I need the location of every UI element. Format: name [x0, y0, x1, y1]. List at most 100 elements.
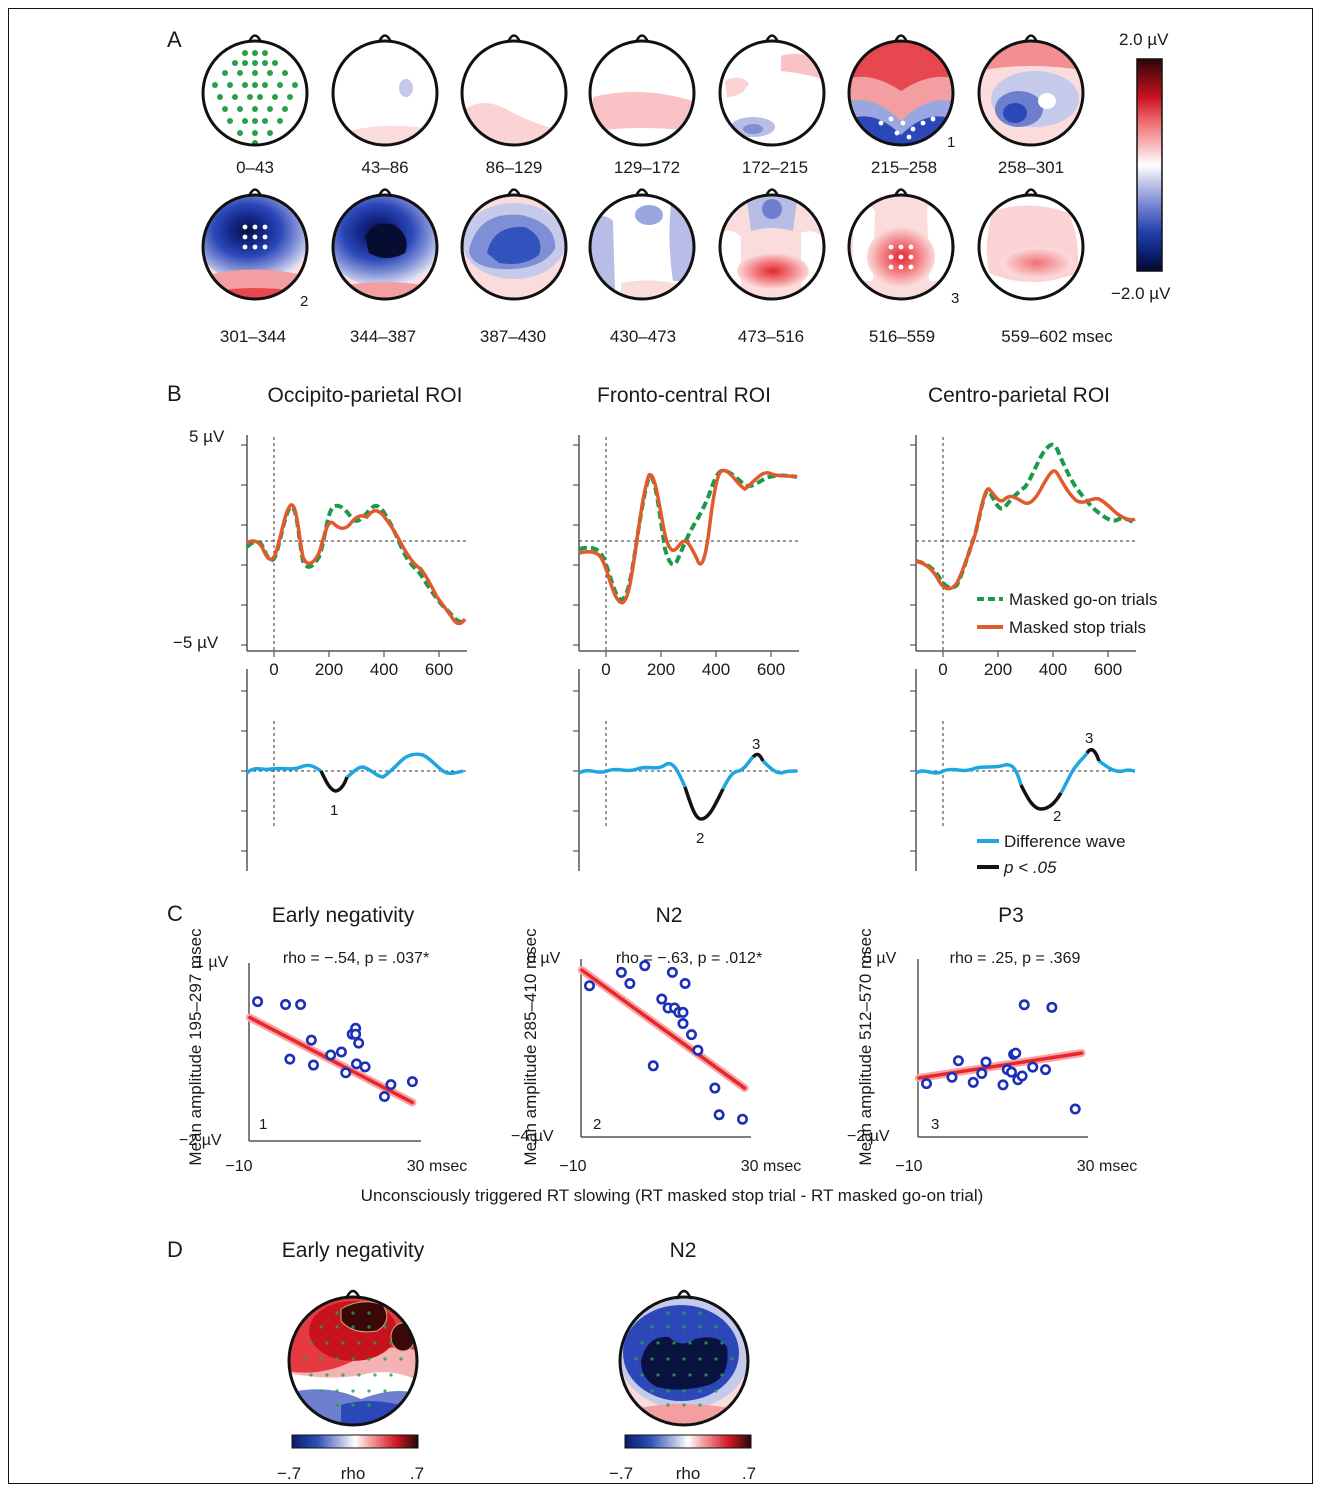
significant-segment-1 — [321, 771, 347, 791]
scatter-point-6 — [337, 1048, 345, 1056]
scatter-point-9 — [1012, 1049, 1020, 1057]
topomap-marker-3: 3 — [951, 290, 959, 307]
time-label-516-559: 516–559 — [869, 327, 935, 346]
significant-segment-2 — [685, 787, 723, 819]
topomap-559-602 — [977, 190, 1087, 304]
panel-a-label: A — [167, 27, 182, 52]
diff-marker-3: 3 — [752, 736, 760, 753]
significant-segment-2 — [1021, 785, 1061, 809]
scatter-ytop: 1 µV — [195, 954, 229, 971]
colorbar-bottom-label: −2.0 µV — [1111, 284, 1171, 303]
scatter-point-3 — [286, 1055, 294, 1063]
difference-wave — [579, 757, 797, 789]
rho-label: rho — [676, 1464, 701, 1483]
scatter-common-xlabel: Unconsciously triggered RT slowing (RT m… — [361, 1186, 984, 1205]
scatter-point-13 — [1029, 1063, 1037, 1071]
erp3-xtick-200: 200 — [984, 660, 1012, 679]
panel-b-label: B — [167, 381, 182, 406]
diff-marker-2: 2 — [696, 830, 704, 847]
scatter-panel-number: 2 — [593, 1116, 601, 1133]
erp-plot-fronto-central — [573, 435, 799, 657]
scatter-point-14 — [711, 1084, 719, 1092]
difference-wave — [916, 753, 1135, 793]
scatter-xright: 30 msec — [741, 1158, 801, 1175]
erp-plot-occipito-parietal — [241, 435, 467, 657]
scatter-point-5 — [658, 995, 666, 1003]
y-label-5uv: 5 µV — [189, 427, 225, 446]
roi-title-centro-parietal: Centro-parietal ROI — [928, 384, 1110, 407]
scatter-point-11 — [1018, 1072, 1026, 1080]
erp1-xtick-400: 400 — [370, 660, 398, 679]
rho-min-label: −.7 — [277, 1464, 301, 1483]
scatter-xright: 30 msec — [1077, 1158, 1137, 1175]
scatter-point-7 — [1007, 1068, 1015, 1076]
topomap-387-430 — [460, 190, 570, 304]
scatter-stat: rho = −.63, p = .012* — [616, 950, 762, 967]
diff-marker-1: 1 — [330, 802, 338, 819]
scatter-point-11 — [352, 1060, 360, 1068]
topomap-516-559: 3 — [847, 190, 959, 308]
regression-line — [582, 970, 745, 1088]
erp2-xtick-0: 0 — [601, 660, 610, 679]
scatter-early-negativity: Early negativity rho = −.54, p = .037* M… — [179, 904, 467, 1175]
colorbar-voltage: 2.0 µV −2.0 µV — [1111, 30, 1171, 303]
erp2-xtick-200: 200 — [647, 660, 675, 679]
erp2-xtick-400: 400 — [702, 660, 730, 679]
legend-erp: Masked go-on trials Masked stop trials — [977, 590, 1157, 637]
erp3-xtick-0: 0 — [938, 660, 947, 679]
scatter-title: N2 — [656, 904, 683, 927]
time-label-86-129: 86–129 — [486, 158, 543, 177]
scatter-point-15 — [387, 1080, 395, 1088]
scatter-n2: N2 rho = −.63, p = .012* Mean amplitude … — [511, 904, 801, 1175]
scatter-point-16 — [408, 1077, 416, 1085]
scatter-point-11 — [681, 979, 689, 987]
scatter-title: P3 — [998, 904, 1024, 927]
scatter-point-5 — [327, 1051, 335, 1059]
scatter-point-0 — [585, 982, 593, 990]
scatter-stat: rho = .25, p = .369 — [950, 950, 1081, 967]
topomap-0-43 — [201, 36, 311, 150]
scatter-point-17 — [309, 1061, 317, 1069]
scatter-point-5 — [999, 1081, 1007, 1089]
rho-label: rho — [341, 1464, 366, 1483]
scatter-point-7 — [342, 1069, 350, 1077]
time-label-301-344: 301–344 — [220, 327, 286, 346]
topomap-172-215 — [718, 36, 828, 150]
scatter-xright: 30 msec — [407, 1158, 467, 1175]
scatter-point-0 — [253, 997, 261, 1005]
time-label-430-473: 430–473 — [610, 327, 676, 346]
roi-title-occipito-parietal: Occipito-parietal ROI — [268, 384, 463, 407]
scatter-point-13 — [694, 1046, 702, 1054]
legend-go-on-label: Masked go-on trials — [1009, 590, 1157, 609]
time-label-559-602: 559–602 msec — [1001, 327, 1113, 346]
scatter-point-2 — [296, 1000, 304, 1008]
topomap-344-387 — [325, 190, 441, 304]
scatter-point-16 — [738, 1115, 746, 1123]
scatter-point-7 — [668, 968, 676, 976]
scatter-point-10 — [351, 1030, 359, 1038]
rho-colorbar-n2: −.7 rho .7 — [609, 1435, 756, 1483]
rho-max-label: .7 — [742, 1464, 756, 1483]
rho-max-label: .7 — [410, 1464, 424, 1483]
time-label-215-258: 215–258 — [871, 158, 937, 177]
topomap-marker-2: 2 — [300, 293, 308, 310]
erp2-xtick-600: 600 — [757, 660, 785, 679]
erp3-xtick-400: 400 — [1039, 660, 1067, 679]
topomap-129-172 — [588, 36, 698, 150]
erp-go-on-trace — [579, 471, 797, 600]
time-label-129-172: 129–172 — [614, 158, 680, 177]
legend-stop-label: Masked stop trials — [1009, 618, 1146, 637]
d-title-n2: N2 — [670, 1239, 697, 1262]
figure-frame: A — [8, 8, 1313, 1484]
diff-marker-3b: 3 — [1085, 730, 1093, 747]
diff-plot-fronto-central: 2 3 — [573, 669, 799, 871]
time-label-473-516: 473–516 — [738, 327, 804, 346]
scatter-point-15 — [1048, 1003, 1056, 1011]
scatter-panel-number: 1 — [259, 1116, 267, 1133]
difference-wave — [247, 754, 463, 777]
correlation-map-n2 — [618, 1291, 750, 1427]
time-label-258-301: 258–301 — [998, 158, 1064, 177]
correlation-map-early-negativity — [287, 1291, 419, 1427]
scatter-point-4 — [982, 1058, 990, 1066]
topomap-258-301 — [977, 36, 1087, 150]
